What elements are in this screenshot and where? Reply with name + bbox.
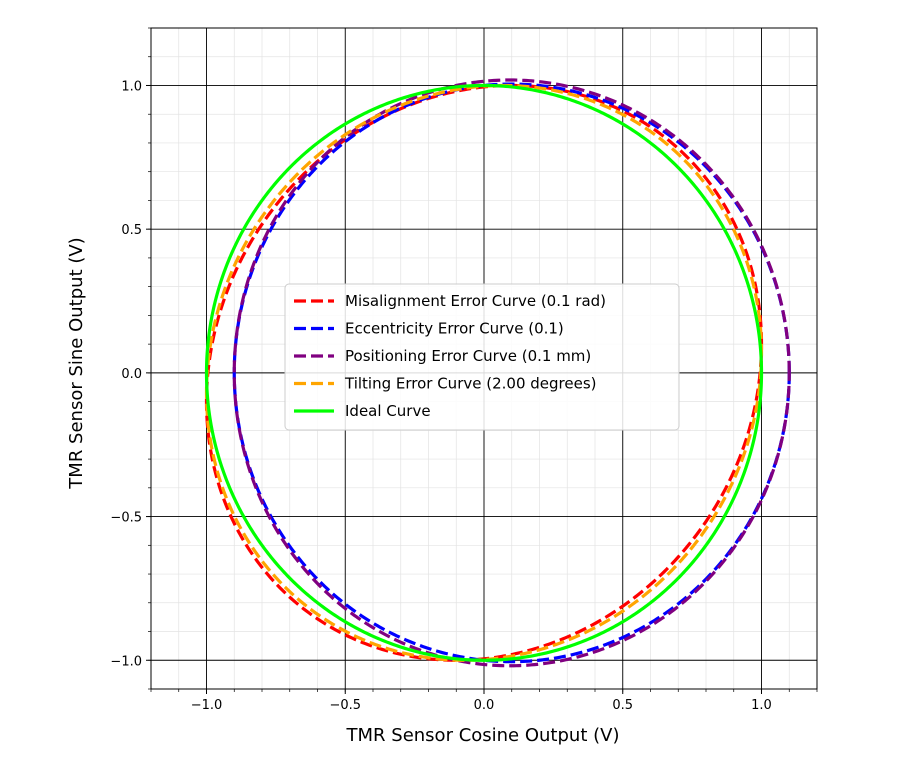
x-axis-label: TMR Sensor Cosine Output (V) — [346, 725, 620, 746]
y-tick-label: 0.0 — [121, 367, 142, 382]
y-tick-label: 1.0 — [121, 79, 142, 94]
series-line-eccentricity — [232, 82, 791, 664]
x-tick-label: 0.0 — [474, 698, 495, 713]
legend-label-positioning: Positioning Error Curve (0.1 mm) — [345, 347, 591, 365]
legend-label-tilting: Tilting Error Curve (2.00 degrees) — [344, 375, 596, 393]
y-axis-label: TMR Sensor Sine Output (V) — [66, 237, 87, 489]
y-tick-label: 0.5 — [121, 223, 142, 238]
legend-label-eccentricity: Eccentricity Error Curve (0.1) — [345, 320, 564, 338]
tick-group — [146, 27, 818, 694]
y-tick-label: −1.0 — [110, 654, 142, 669]
y-tick-label: −0.5 — [110, 511, 142, 526]
series-line-positioning — [232, 78, 791, 668]
x-tick-label: 0.5 — [612, 698, 633, 713]
legend-box — [284, 283, 680, 431]
x-tick-label: −0.5 — [329, 698, 361, 713]
series-group — [204, 78, 791, 668]
legend-label-misalignment: Misalignment Error Curve (0.1 rad) — [345, 292, 606, 310]
x-tick-label: 1.0 — [751, 698, 772, 713]
legend-items: Misalignment Error Curve (0.1 rad) Eccent… — [294, 292, 606, 420]
x-tick-label: −1.0 — [191, 698, 223, 713]
tick-label-group: −1.0 −0.5 0.0 0.5 1.0 −1.0 −0.5 0.0 0.5 1.0 — [110, 79, 771, 713]
legend: Misalignment Error Curve (0.1 rad) Eccent… — [284, 283, 680, 431]
legend-label-ideal: Ideal Curve — [345, 402, 431, 420]
series-line-ideal — [204, 83, 764, 662]
